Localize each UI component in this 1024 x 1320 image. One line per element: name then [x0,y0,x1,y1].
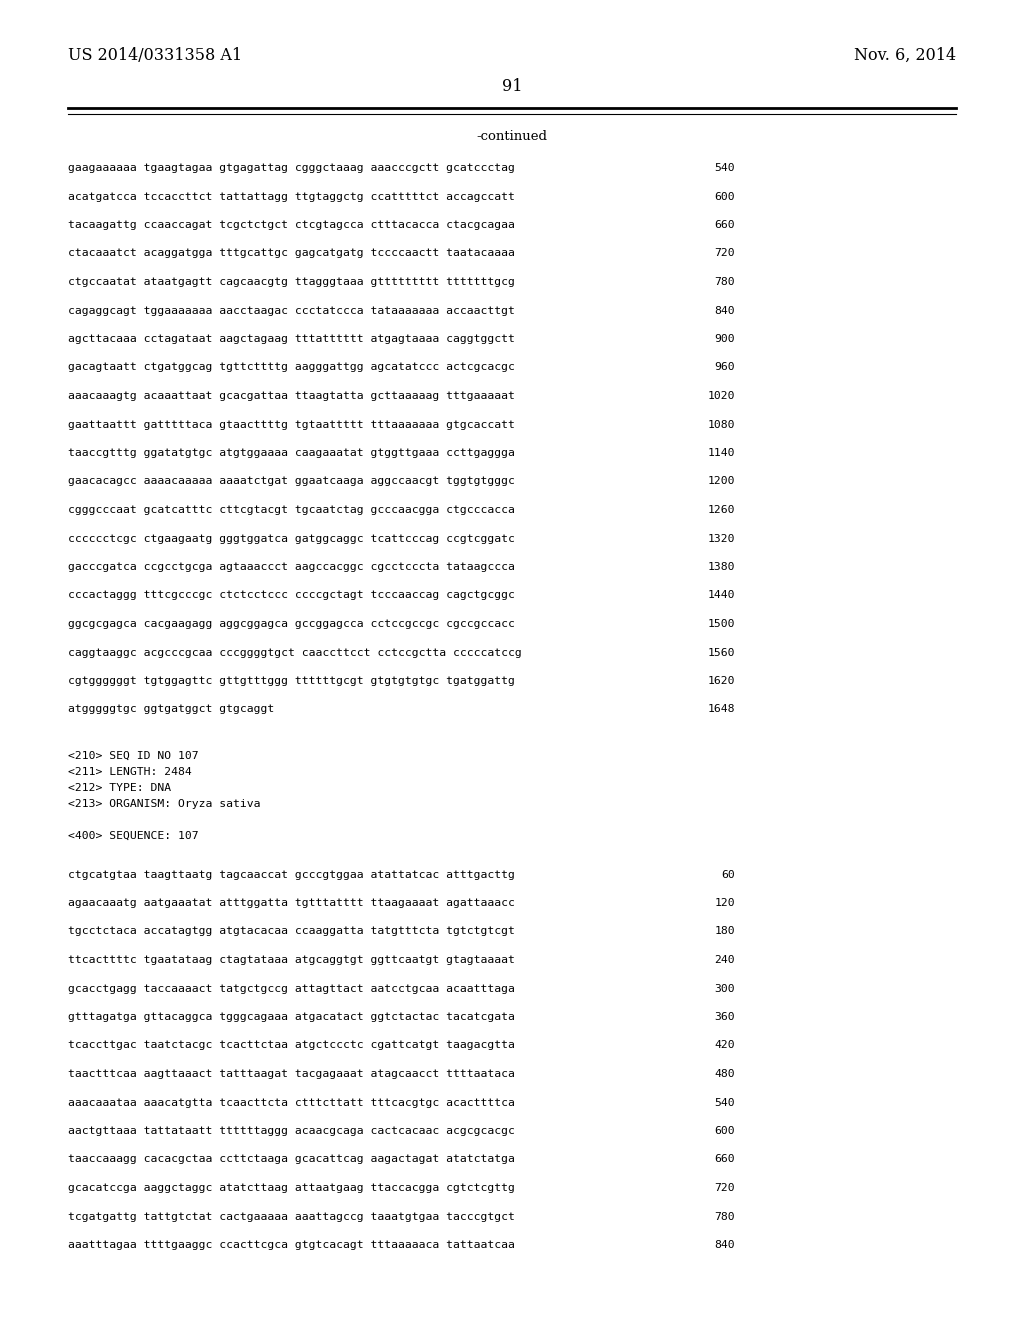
Text: tgcctctaca accatagtgg atgtacacaa ccaaggatta tatgtttcta tgtctgtcgt: tgcctctaca accatagtgg atgtacacaa ccaagga… [68,927,515,936]
Text: 1648: 1648 [708,705,735,714]
Text: 960: 960 [715,363,735,372]
Text: gaattaattt gatttttaca gtaacttttg tgtaattttt tttaaaaaaa gtgcaccatt: gaattaattt gatttttaca gtaacttttg tgtaatt… [68,420,515,429]
Text: 540: 540 [715,162,735,173]
Text: 91: 91 [502,78,522,95]
Text: caggtaaggc acgcccgcaa cccggggtgct caaccttcct cctccgctta cccccatccg: caggtaaggc acgcccgcaa cccggggtgct caacct… [68,648,522,657]
Text: 600: 600 [715,191,735,202]
Text: 840: 840 [715,1239,735,1250]
Text: -continued: -continued [476,129,548,143]
Text: gtttagatga gttacaggca tgggcagaaa atgacatact ggtctactac tacatcgata: gtttagatga gttacaggca tgggcagaaa atgacat… [68,1012,515,1022]
Text: 1140: 1140 [708,447,735,458]
Text: tcgatgattg tattgtctat cactgaaaaa aaattagccg taaatgtgaa tacccgtgct: tcgatgattg tattgtctat cactgaaaaa aaattag… [68,1212,515,1221]
Text: taaccaaagg cacacgctaa ccttctaaga gcacattcag aagactagat atatctatga: taaccaaagg cacacgctaa ccttctaaga gcacatt… [68,1155,515,1164]
Text: US 2014/0331358 A1: US 2014/0331358 A1 [68,48,242,63]
Text: acatgatcca tccaccttct tattattagg ttgtaggctg ccatttttct accagccatt: acatgatcca tccaccttct tattattagg ttgtagg… [68,191,515,202]
Text: aactgttaaa tattataatt ttttttaggg acaacgcaga cactcacaac acgcgcacgc: aactgttaaa tattataatt ttttttaggg acaacgc… [68,1126,515,1137]
Text: 600: 600 [715,1126,735,1137]
Text: 1500: 1500 [708,619,735,630]
Text: 180: 180 [715,927,735,936]
Text: 1080: 1080 [708,420,735,429]
Text: ttcacttttc tgaatataag ctagtataaa atgcaggtgt ggttcaatgt gtagtaaaat: ttcacttttc tgaatataag ctagtataaa atgcagg… [68,954,515,965]
Text: 840: 840 [715,305,735,315]
Text: 720: 720 [715,248,735,259]
Text: gaagaaaaaa tgaagtagaa gtgagattag cgggctaaag aaacccgctt gcatccctag: gaagaaaaaa tgaagtagaa gtgagattag cgggcta… [68,162,515,173]
Text: 1320: 1320 [708,533,735,544]
Text: 240: 240 [715,954,735,965]
Text: ctgccaatat ataatgagtt cagcaacgtg ttagggtaaa gttttttttt tttttttgcg: ctgccaatat ataatgagtt cagcaacgtg ttagggt… [68,277,515,286]
Text: 120: 120 [715,898,735,908]
Text: 1560: 1560 [708,648,735,657]
Text: tacaagattg ccaaccagat tcgctctgct ctcgtagcca ctttacacca ctacgcagaa: tacaagattg ccaaccagat tcgctctgct ctcgtag… [68,220,515,230]
Text: aaacaaagtg acaaattaat gcacgattaa ttaagtatta gcttaaaaag tttgaaaaat: aaacaaagtg acaaattaat gcacgattaa ttaagta… [68,391,515,401]
Text: gcacatccga aaggctaggc atatcttaag attaatgaag ttaccacgga cgtctcgttg: gcacatccga aaggctaggc atatcttaag attaatg… [68,1183,515,1193]
Text: Nov. 6, 2014: Nov. 6, 2014 [854,48,956,63]
Text: 480: 480 [715,1069,735,1078]
Text: 420: 420 [715,1040,735,1051]
Text: ctgcatgtaa taagttaatg tagcaaccat gcccgtggaa atattatcac atttgacttg: ctgcatgtaa taagttaatg tagcaaccat gcccgtg… [68,870,515,879]
Text: taaccgtttg ggatatgtgc atgtggaaaa caagaaatat gtggttgaaa ccttgaggga: taaccgtttg ggatatgtgc atgtggaaaa caagaaa… [68,447,515,458]
Text: 660: 660 [715,220,735,230]
Text: aaacaaataa aaacatgtta tcaacttcta ctttcttatt tttcacgtgc acacttttca: aaacaaataa aaacatgtta tcaacttcta ctttctt… [68,1097,515,1107]
Text: 1200: 1200 [708,477,735,487]
Text: gacccgatca ccgcctgcga agtaaaccct aagccacggc cgcctcccta tataagccca: gacccgatca ccgcctgcga agtaaaccct aagccac… [68,562,515,572]
Text: <212> TYPE: DNA: <212> TYPE: DNA [68,783,171,793]
Text: taactttcaa aagttaaact tatttaagat tacgagaaat atagcaacct ttttaataca: taactttcaa aagttaaact tatttaagat tacgaga… [68,1069,515,1078]
Text: ggcgcgagca cacgaagagg aggcggagca gccggagcca cctccgccgc cgccgccacc: ggcgcgagca cacgaagagg aggcggagca gccggag… [68,619,515,630]
Text: 900: 900 [715,334,735,345]
Text: 360: 360 [715,1012,735,1022]
Text: gaacacagcc aaaacaaaaa aaaatctgat ggaatcaaga aggccaacgt tggtgtgggc: gaacacagcc aaaacaaaaa aaaatctgat ggaatca… [68,477,515,487]
Text: 60: 60 [721,870,735,879]
Text: 720: 720 [715,1183,735,1193]
Text: 1260: 1260 [708,506,735,515]
Text: 1020: 1020 [708,391,735,401]
Text: agaacaaatg aatgaaatat atttggatta tgtttatttt ttaagaaaat agattaaacc: agaacaaatg aatgaaatat atttggatta tgtttat… [68,898,515,908]
Text: 780: 780 [715,1212,735,1221]
Text: cccccctcgc ctgaagaatg gggtggatca gatggcaggc tcattcccag ccgtcggatc: cccccctcgc ctgaagaatg gggtggatca gatggca… [68,533,515,544]
Text: 540: 540 [715,1097,735,1107]
Text: <211> LENGTH: 2484: <211> LENGTH: 2484 [68,767,191,777]
Text: gcacctgagg taccaaaact tatgctgccg attagttact aatcctgcaa acaatttaga: gcacctgagg taccaaaact tatgctgccg attagtt… [68,983,515,994]
Text: 780: 780 [715,277,735,286]
Text: gacagtaatt ctgatggcag tgttcttttg aagggattgg agcatatccc actcgcacgc: gacagtaatt ctgatggcag tgttcttttg aagggat… [68,363,515,372]
Text: ctacaaatct acaggatgga tttgcattgc gagcatgatg tccccaactt taatacaaaa: ctacaaatct acaggatgga tttgcattgc gagcatg… [68,248,515,259]
Text: aaatttagaa ttttgaaggc ccacttcgca gtgtcacagt tttaaaaaca tattaatcaa: aaatttagaa ttttgaaggc ccacttcgca gtgtcac… [68,1239,515,1250]
Text: 660: 660 [715,1155,735,1164]
Text: <400> SEQUENCE: 107: <400> SEQUENCE: 107 [68,832,199,841]
Text: agcttacaaa cctagataat aagctagaag tttatttttt atgagtaaaa caggtggctt: agcttacaaa cctagataat aagctagaag tttattt… [68,334,515,345]
Text: 1440: 1440 [708,590,735,601]
Text: <210> SEQ ID NO 107: <210> SEQ ID NO 107 [68,751,199,762]
Text: <213> ORGANISM: Oryza sativa: <213> ORGANISM: Oryza sativa [68,799,260,809]
Text: 300: 300 [715,983,735,994]
Text: cgggcccaat gcatcatttc cttcgtacgt tgcaatctag gcccaacgga ctgcccacca: cgggcccaat gcatcatttc cttcgtacgt tgcaatc… [68,506,515,515]
Text: cagaggcagt tggaaaaaaa aacctaagac ccctatccca tataaaaaaa accaacttgt: cagaggcagt tggaaaaaaa aacctaagac ccctatc… [68,305,515,315]
Text: 1620: 1620 [708,676,735,686]
Text: atgggggtgc ggtgatggct gtgcaggt: atgggggtgc ggtgatggct gtgcaggt [68,705,274,714]
Text: cccactaggg tttcgcccgc ctctcctccc ccccgctagt tcccaaccag cagctgcggc: cccactaggg tttcgcccgc ctctcctccc ccccgct… [68,590,515,601]
Text: 1380: 1380 [708,562,735,572]
Text: tcaccttgac taatctacgc tcacttctaa atgctccctc cgattcatgt taagacgtta: tcaccttgac taatctacgc tcacttctaa atgctcc… [68,1040,515,1051]
Text: cgtggggggt tgtggagttc gttgtttggg ttttttgcgt gtgtgtgtgc tgatggattg: cgtggggggt tgtggagttc gttgtttggg ttttttg… [68,676,515,686]
